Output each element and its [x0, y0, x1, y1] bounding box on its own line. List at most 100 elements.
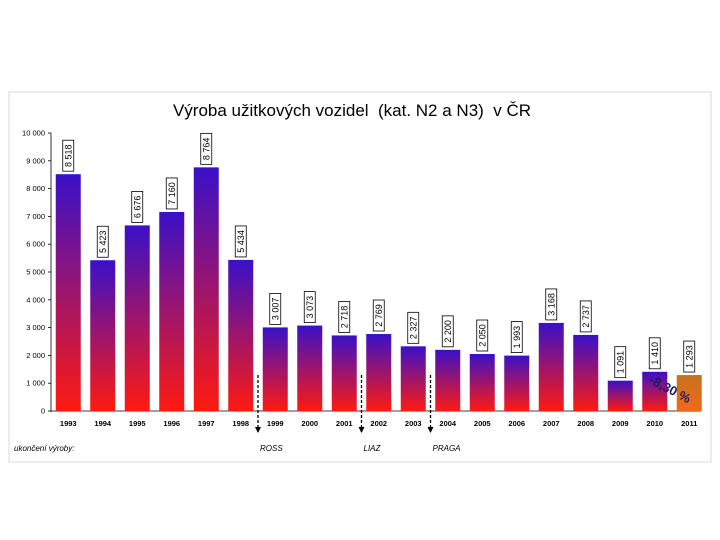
data-label-2010: 1 410	[650, 342, 660, 365]
data-label-box	[579, 300, 592, 333]
chart-title: Výroba užitkových vozidel (kat. N2 a N3)…	[173, 101, 531, 120]
x-tick-label: 1999	[267, 419, 284, 428]
data-label-box	[165, 177, 178, 210]
x-tick-label: 2004	[439, 419, 457, 428]
x-tick-label: 2006	[508, 419, 525, 428]
y-tick-label: 10 000	[22, 129, 45, 138]
data-label-box	[338, 301, 351, 333]
data-label-box	[545, 288, 558, 321]
data-label-2001: 2 718	[339, 306, 349, 329]
data-label-2002: 2 769	[374, 304, 384, 327]
bar-1995	[124, 225, 150, 411]
bar-2007	[538, 322, 564, 411]
data-label-2009: 1 091	[615, 351, 625, 374]
y-tick-label: 7 000	[26, 212, 45, 221]
bar-1994	[90, 260, 116, 411]
data-label-2007: 3 168	[546, 293, 556, 316]
data-label-1999: 3 007	[270, 298, 280, 321]
x-ticks: 1993 1994 1995 1996 1997 1998 1999 2000 2001 2002…	[60, 419, 697, 428]
x-tick-label: 2002	[370, 419, 387, 428]
end-marker-arrow	[255, 427, 261, 433]
end-marker-arrow	[358, 427, 365, 433]
x-tick-label: 2011	[681, 419, 697, 428]
bar-1998	[228, 259, 254, 411]
data-label-1993: 8 518	[63, 144, 73, 167]
bar-2005	[469, 354, 495, 411]
y-tick-label: 8 000	[26, 184, 45, 193]
data-label-box	[131, 191, 144, 223]
bar-2000	[297, 325, 323, 411]
data-label-box	[441, 315, 454, 348]
x-tick-label: 1998	[232, 419, 249, 428]
x-tick-label: 1995	[129, 419, 146, 428]
end-marker-brand: LIAZ	[364, 444, 382, 453]
x-tick-label: 2007	[543, 419, 560, 428]
y-tick-label: 5 000	[26, 268, 45, 277]
x-tick-label: 2000	[301, 419, 318, 428]
data-label-box	[407, 311, 420, 344]
x-tick-label: 1997	[198, 419, 215, 428]
bar-1993	[55, 174, 81, 411]
x-tick-label: 2001	[336, 419, 353, 428]
data-label-2011: 1 293	[684, 345, 694, 368]
data-label-box	[372, 299, 385, 332]
bar-2011	[676, 375, 702, 411]
data-label-2004: 2 200	[443, 320, 453, 343]
x-tick-label: 1993	[60, 419, 77, 428]
bar-2004	[435, 349, 461, 411]
data-label-2003: 2 327	[408, 317, 418, 340]
chart-title-end: v ČR	[493, 101, 531, 120]
data-label-box	[648, 337, 661, 370]
bar-2010	[642, 371, 668, 411]
end-marker-brand: ROSS	[260, 444, 283, 453]
x-tick-label: 2010	[646, 419, 663, 428]
y-tick-label: 6 000	[26, 240, 45, 249]
data-label-box	[510, 321, 523, 353]
data-label-box	[614, 346, 627, 379]
end-marker-arrow	[427, 427, 434, 433]
data-label-box	[200, 132, 213, 165]
data-label-box	[62, 139, 75, 172]
data-label-box	[303, 291, 316, 323]
x-tick-label: 1996	[163, 419, 180, 428]
y-ticks: 0 1 000 2 000 3 000 4 000 5 000 6 000 7 000 8 00…	[22, 129, 51, 416]
x-tick-label: 2008	[577, 419, 594, 428]
data-label-1997: 8 764	[201, 138, 211, 161]
x-tick-label: 2003	[405, 419, 422, 428]
bar-2002	[366, 334, 392, 411]
y-tick-label: 9 000	[26, 156, 45, 165]
data-label-box	[476, 319, 489, 352]
y-tick-label: 0	[41, 407, 45, 416]
data-label-box	[234, 225, 247, 258]
bar-2006	[504, 355, 530, 411]
bar-2009	[607, 380, 633, 411]
x-tick-label: 2009	[612, 419, 629, 428]
data-label-box	[96, 225, 109, 258]
chart-frame	[8, 91, 712, 463]
data-label-box	[269, 293, 282, 325]
bar-1997	[193, 167, 219, 411]
end-of-production-markers: ROSS LIAZ PRAGA	[255, 375, 461, 453]
x-tick-label: 1994	[94, 419, 112, 428]
data-label-1996: 7 160	[167, 182, 177, 205]
y-tick-label: 4 000	[26, 295, 45, 304]
end-of-production-label: ukončení výroby:	[14, 444, 74, 453]
data-label-2000: 3 073	[305, 296, 315, 319]
chart-title-suffix: (kat. N2 a N3)	[378, 101, 484, 120]
chart-title-main: Výroba užitkových vozidel	[173, 101, 369, 120]
bar-2003	[400, 346, 426, 411]
data-label-1994: 5 423	[98, 230, 108, 253]
data-label-2008: 2 737	[581, 305, 591, 328]
data-label-2006: 1 993	[512, 326, 522, 349]
bar-1999	[262, 327, 288, 411]
end-marker-brand: PRAGA	[433, 444, 461, 453]
data-label-box	[683, 340, 696, 373]
x-tick-label: 2005	[474, 419, 491, 428]
y-tick-label: 3 000	[26, 323, 45, 332]
y-tick-label: 2 000	[26, 351, 45, 360]
data-label-2005: 2 050	[477, 324, 487, 347]
bar-2001	[331, 335, 357, 411]
bar-1996	[159, 211, 185, 411]
bars: 8 518 5 423 6 676 7 160 8 764 5 434 3 007 3 073…	[55, 132, 702, 411]
